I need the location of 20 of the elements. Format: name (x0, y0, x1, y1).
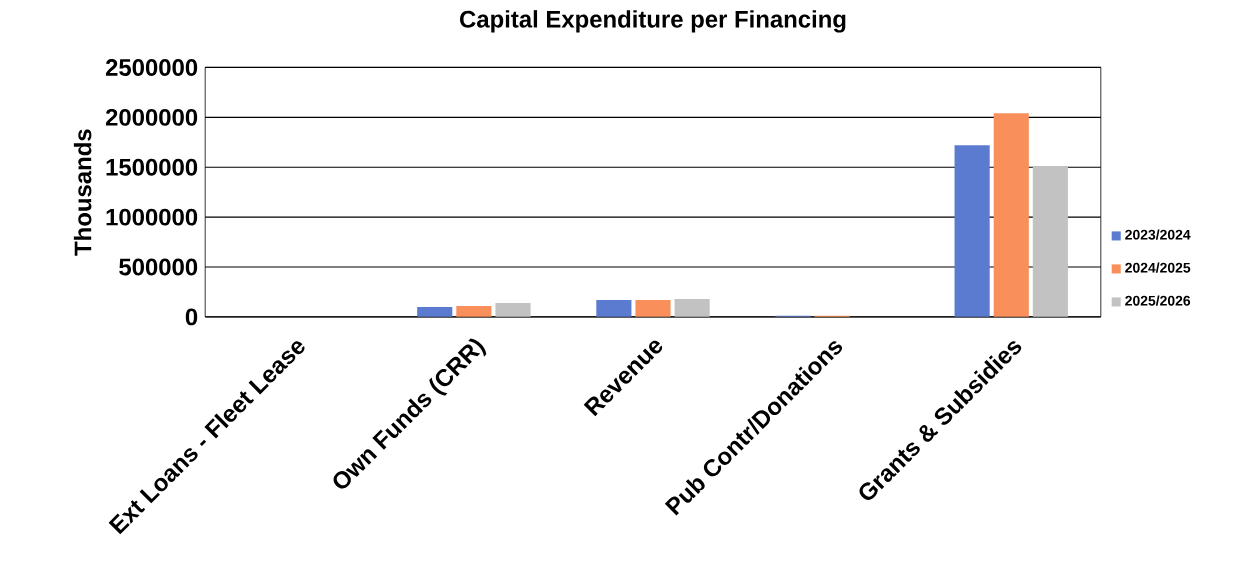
y-axis-title: Thousands (73, 129, 92, 256)
y-tick-label: 2500000 (105, 59, 198, 76)
bar (596, 299, 632, 317)
bar (674, 298, 710, 317)
legend-label: 2025/2026 (1125, 295, 1191, 306)
bar (954, 145, 990, 317)
legend-label: 2023/2024 (1125, 229, 1191, 240)
bar (495, 302, 531, 317)
bar (635, 299, 671, 317)
bar (1032, 166, 1068, 317)
y-tick-label: 2000000 (105, 108, 198, 126)
bar (417, 306, 453, 317)
chart-title: Capital Expenditure per Financing (460, 10, 846, 33)
y-tick-label: 500000 (119, 258, 198, 276)
bar (456, 305, 492, 317)
y-tick-label: 0 (185, 308, 198, 326)
legend-label: 2024/2025 (1125, 262, 1191, 273)
y-tick-label: 1000000 (106, 208, 198, 226)
bar (993, 113, 1029, 317)
y-tick-label: 1500000 (106, 158, 198, 176)
